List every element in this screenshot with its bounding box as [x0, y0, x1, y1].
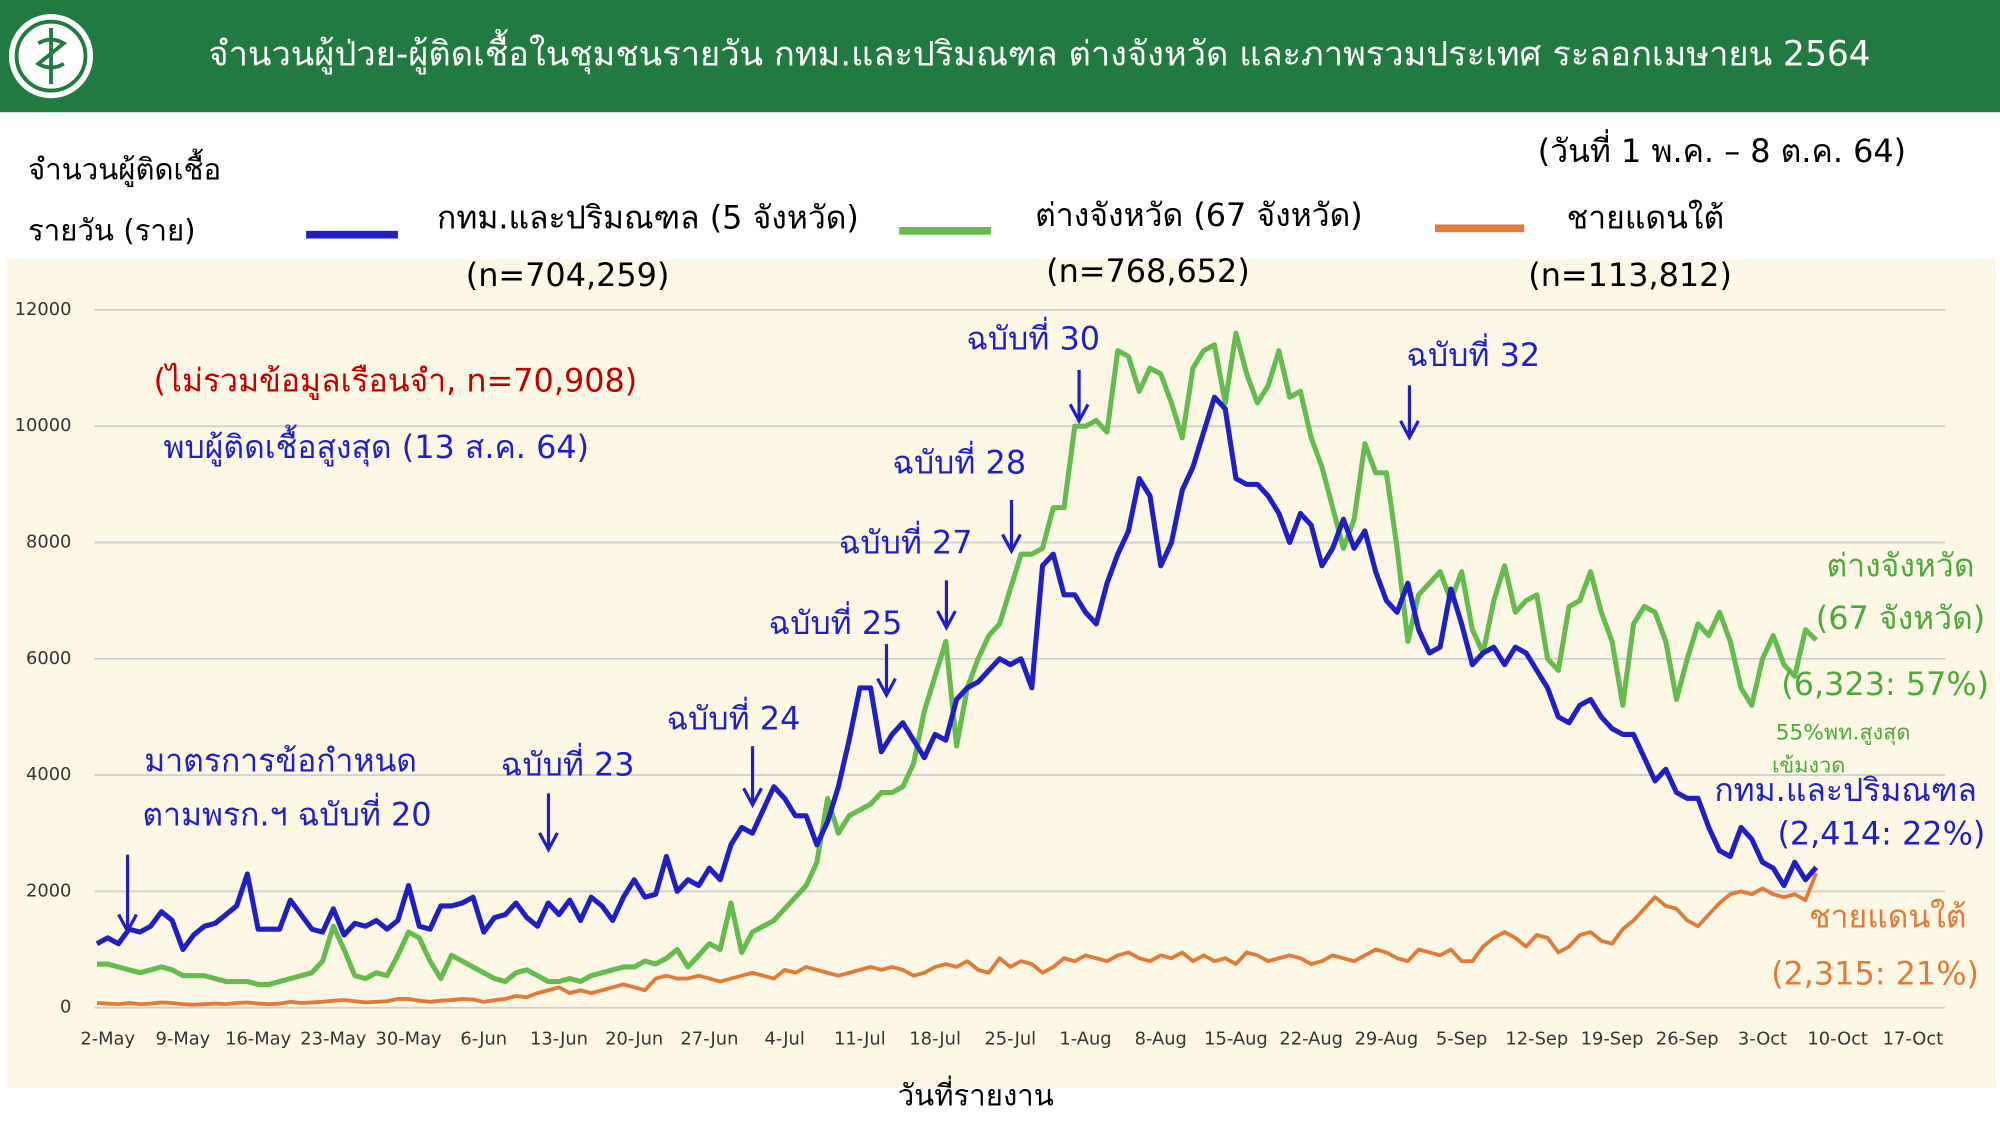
x-tick-label: 10-Oct — [1807, 1029, 1868, 1050]
series-line — [96, 872, 1818, 1007]
x-tick-label: 20-Jun — [605, 1029, 663, 1050]
x-tick-label: 29-Aug — [1355, 1029, 1419, 1050]
x-tick-label: 27-Jun — [680, 1029, 738, 1050]
x-tick-label: 4-Jul — [764, 1029, 804, 1050]
x-tick-label: 23-May — [300, 1029, 366, 1050]
legend-total: (n=113,812) — [1528, 256, 1732, 294]
x-tick-label: 17-Oct — [1883, 1029, 1944, 1050]
y-tick-label: 8000 — [26, 532, 71, 553]
y-axis-label: จำนวนผู้ติดเชื้อ — [28, 148, 221, 187]
y-tick-label: 4000 — [26, 764, 71, 785]
x-tick-label: 16-May — [225, 1029, 291, 1050]
annotation: ฉบับที่ 28 — [892, 440, 1026, 481]
x-tick-label: 30-May — [376, 1029, 442, 1050]
legend-label: ต่างจังหวัด (67 จังหวัด) — [1035, 196, 1363, 234]
legend-total: (n=704,259) — [466, 256, 670, 294]
series-line — [96, 330, 1818, 987]
annotation: (67 จังหวัด) — [1816, 599, 1985, 637]
annotation: (2,315: 21%) — [1771, 955, 1979, 993]
x-tick-label: 25-Jul — [984, 1029, 1036, 1050]
annotation: ฉบับที่ 30 — [966, 317, 1100, 358]
annotation: (ไม่รวมข้อมูลเรือนจำ, n=70,908) — [154, 362, 638, 401]
annotation: พบผู้ติดเชื้อสูงสุด (13 ส.ค. 64) — [163, 424, 589, 467]
x-axis-label: วันที่รายงาน — [898, 1075, 1054, 1112]
annotation: ฉบับที่ 23 — [501, 743, 635, 784]
x-tick-label: 22-Aug — [1279, 1029, 1343, 1050]
x-tick-label: 12-Sep — [1505, 1029, 1568, 1050]
header-bar — [0, 0, 2000, 113]
y-tick-label: 0 — [60, 997, 71, 1018]
series-lines — [95, 330, 1819, 1007]
legend-total: (n=768,652) — [1046, 252, 1250, 290]
annotation: ฉบับที่ 32 — [1406, 333, 1540, 374]
y-tick-label: 10000 — [15, 415, 72, 436]
x-tick-label: 11-Jul — [834, 1029, 886, 1050]
x-tick-label: 5-Sep — [1436, 1029, 1487, 1050]
x-tick-label: 8-Aug — [1135, 1029, 1187, 1050]
annotation: มาตรการข้อกำหนด — [144, 742, 417, 780]
chart-title: จำนวนผู้ป่วย-ผู้ติดเชื้อในชุมชนรายวัน กท… — [208, 29, 1870, 75]
x-tick-label: 2-May — [80, 1029, 135, 1050]
logo — [8, 14, 94, 99]
x-tick-label: 26-Sep — [1656, 1029, 1719, 1050]
x-tick-label: 15-Aug — [1204, 1029, 1268, 1050]
x-tick-label: 6-Jun — [460, 1029, 507, 1050]
y-tick-label: 12000 — [15, 299, 72, 320]
x-tick-label: 1-Aug — [1059, 1029, 1111, 1050]
arrows — [117, 369, 1420, 935]
y-axis-label: รายวัน (ราย) — [28, 214, 196, 248]
plot-background — [6, 258, 1997, 1089]
annotation: (6,323: 57%) — [1781, 665, 1989, 703]
annotation: เข้มงวด — [1772, 754, 1845, 779]
annotation: กทม.และปริมณฑล — [1714, 771, 1977, 809]
legend: กทม.และปริมณฑล (5 จังหวัด) (n=704,259) ต… — [306, 196, 1732, 294]
y-tick-label: 2000 — [26, 880, 71, 901]
x-tick-label: 3-Oct — [1738, 1029, 1787, 1050]
annotation: ฉบับที่ 27 — [839, 521, 973, 562]
x-tick-label: 13-Jun — [530, 1029, 588, 1050]
annotations: (วันที่ 1 พ.ค. – 8 ต.ค. 64) (ไม่รวมข้อมู… — [142, 129, 1989, 993]
annotation: (2,414: 22%) — [1777, 814, 1985, 852]
series-line — [95, 394, 1819, 953]
annotation: ฉบับที่ 24 — [666, 697, 800, 738]
annotation: ตามพรก.ฯ ฉบับที่ 20 — [142, 792, 431, 833]
x-tick-label: 18-Jul — [909, 1029, 961, 1050]
annotation: ชายแดนใต้ — [1809, 897, 1967, 935]
annotation: 55%พท.สูงสุด — [1776, 720, 1911, 745]
annotation: ฉบับที่ 25 — [769, 601, 903, 642]
annotation: (วันที่ 1 พ.ค. – 8 ต.ค. 64) — [1538, 129, 1906, 170]
legend-label: ชายแดนใต้ — [1567, 198, 1725, 236]
annotation: ต่างจังหวัด — [1827, 547, 1975, 585]
x-tick-label: 19-Sep — [1581, 1029, 1644, 1050]
y-tick-label: 6000 — [26, 648, 71, 669]
x-tick-label: 9-May — [156, 1029, 211, 1050]
legend-label: กทม.และปริมณฑล (5 จังหวัด) — [437, 198, 859, 236]
